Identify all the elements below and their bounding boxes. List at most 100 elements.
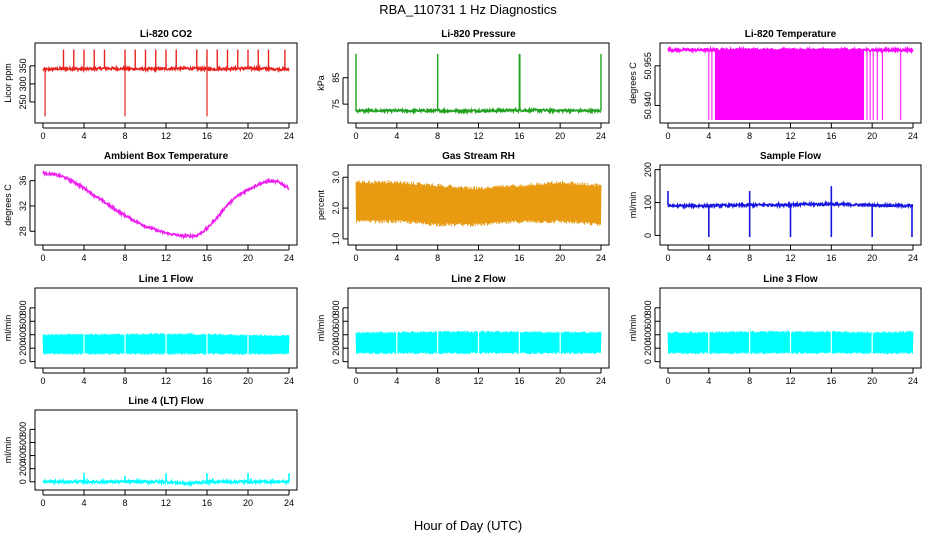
x-tick-label: 8 <box>435 253 440 263</box>
x-tick-label: 16 <box>826 253 836 263</box>
panel-4: Ambient Box Temperature 0 4 8 12 16 20 24 28 32 36… <box>3 151 298 263</box>
x-tick-label: 16 <box>514 131 524 141</box>
y-tick-label: 200 <box>643 341 653 356</box>
y-tick-label: 200 <box>18 341 28 356</box>
y-tick-label: 0 <box>18 479 28 484</box>
y-tick-label: 100 <box>643 195 653 210</box>
y-axis-label: percent <box>316 189 326 220</box>
y-tick-label: 200 <box>331 341 341 356</box>
panel-frame <box>659 287 922 369</box>
y-axis-label: kPa <box>316 75 326 91</box>
plot-area <box>42 330 290 355</box>
y-tick-label: 2.0 <box>331 202 341 215</box>
x-tick-label: 4 <box>81 131 86 141</box>
panel-title: Li-820 Temperature <box>745 29 837 40</box>
y-axis-label: ml/min <box>3 437 13 464</box>
x-tick-label: 8 <box>747 131 752 141</box>
x-tick-label: 0 <box>353 253 358 263</box>
x-tick-label: 8 <box>747 376 752 386</box>
panel-title: Gas Stream RH <box>442 151 515 162</box>
y-tick-label: 50.940 <box>643 92 653 120</box>
panel-5: Gas Stream RH 0 4 8 12 16 20 24 1.0 2.0 3.0 percent <box>316 151 610 263</box>
series-line <box>355 106 602 115</box>
x-tick-label: 0 <box>665 253 670 263</box>
y-tick-label: 28 <box>18 226 28 236</box>
x-tick-label: 24 <box>908 376 918 386</box>
dense-region <box>714 49 864 120</box>
figure-title: RBA_110731 1 Hz Diagnostics <box>379 2 557 17</box>
x-tick-label: 12 <box>785 253 795 263</box>
y-tick-label: 600 <box>18 435 28 450</box>
x-tick-label: 16 <box>514 253 524 263</box>
y-tick-label: 200 <box>18 461 28 476</box>
x-tick-label: 24 <box>596 253 606 263</box>
x-tick-label: 8 <box>435 376 440 386</box>
x-tick-label: 24 <box>596 131 606 141</box>
y-tick-label: 85 <box>331 73 341 83</box>
x-tick-label: 4 <box>81 253 86 263</box>
panel-title: Line 2 Flow <box>451 274 506 285</box>
panel-title: Line 3 Flow <box>763 274 818 285</box>
plot-area <box>42 473 290 488</box>
y-tick-label: 200 <box>643 162 653 177</box>
x-tick-label: 12 <box>161 498 171 508</box>
y-axis-label: degrees C <box>628 62 638 104</box>
x-tick-label: 20 <box>243 253 253 263</box>
y-axis-label: ml/min <box>3 315 13 342</box>
series-line <box>355 180 602 227</box>
y-axis-label: ml/min <box>316 315 326 342</box>
plot-area <box>667 330 914 355</box>
y-tick-label: 0 <box>331 359 341 364</box>
plot-area <box>355 330 602 355</box>
x-tick-label: 4 <box>394 253 399 263</box>
x-tick-label: 8 <box>747 253 752 263</box>
panel-3: Li-820 Temperature 0 4 8 12 16 20 24 50.940 50.95… <box>628 29 922 141</box>
x-tick-label: 8 <box>122 131 127 141</box>
x-tick-label: 4 <box>394 131 399 141</box>
y-tick-label: 75 <box>331 99 341 109</box>
x-tick-label: 24 <box>284 131 294 141</box>
x-tick-label: 24 <box>908 131 918 141</box>
y-tick-label: 600 <box>18 314 28 329</box>
x-tick-label: 20 <box>243 131 253 141</box>
x-tick-label: 8 <box>122 376 127 386</box>
x-tick-label: 4 <box>81 376 86 386</box>
y-tick-label: 300 <box>18 76 28 91</box>
plot-area <box>355 180 602 227</box>
y-tick-label: 400 <box>18 327 28 342</box>
panel-title: Ambient Box Temperature <box>104 151 229 162</box>
y-tick-label: 600 <box>331 314 341 329</box>
y-axis-label: ml/min <box>628 315 638 342</box>
x-tick-label: 16 <box>202 253 212 263</box>
y-tick-label: 800 <box>643 300 653 315</box>
x-tick-label: 24 <box>596 376 606 386</box>
x-tick-label: 0 <box>353 376 358 386</box>
x-tick-label: 4 <box>81 498 86 508</box>
x-tick-label: 0 <box>665 131 670 141</box>
panel-frame <box>347 287 610 369</box>
y-axis-label: ml/min <box>628 192 638 219</box>
plot-area <box>355 53 602 115</box>
x-tick-label: 12 <box>161 131 171 141</box>
x-tick-label: 24 <box>284 498 294 508</box>
x-tick-label: 0 <box>40 253 45 263</box>
y-axis-label: Licor ppm <box>3 63 13 103</box>
y-tick-label: 600 <box>643 314 653 329</box>
x-tick-label: 16 <box>202 498 212 508</box>
x-tick-label: 16 <box>514 376 524 386</box>
y-tick-label: 3.0 <box>331 171 341 184</box>
x-tick-label: 20 <box>555 131 565 141</box>
panel-6: Sample Flow 0 4 8 12 16 20 24 0 100 200 ml/min <box>628 151 922 263</box>
x-tick-label: 0 <box>40 498 45 508</box>
x-tick-label: 20 <box>555 253 565 263</box>
y-axis-label: degrees C <box>3 184 13 226</box>
x-tick-label: 12 <box>473 376 483 386</box>
x-tick-label: 4 <box>706 253 711 263</box>
x-tick-label: 12 <box>785 376 795 386</box>
y-tick-label: 800 <box>331 300 341 315</box>
panel-title: Sample Flow <box>760 151 821 162</box>
panel-title: Li-820 Pressure <box>441 29 516 40</box>
